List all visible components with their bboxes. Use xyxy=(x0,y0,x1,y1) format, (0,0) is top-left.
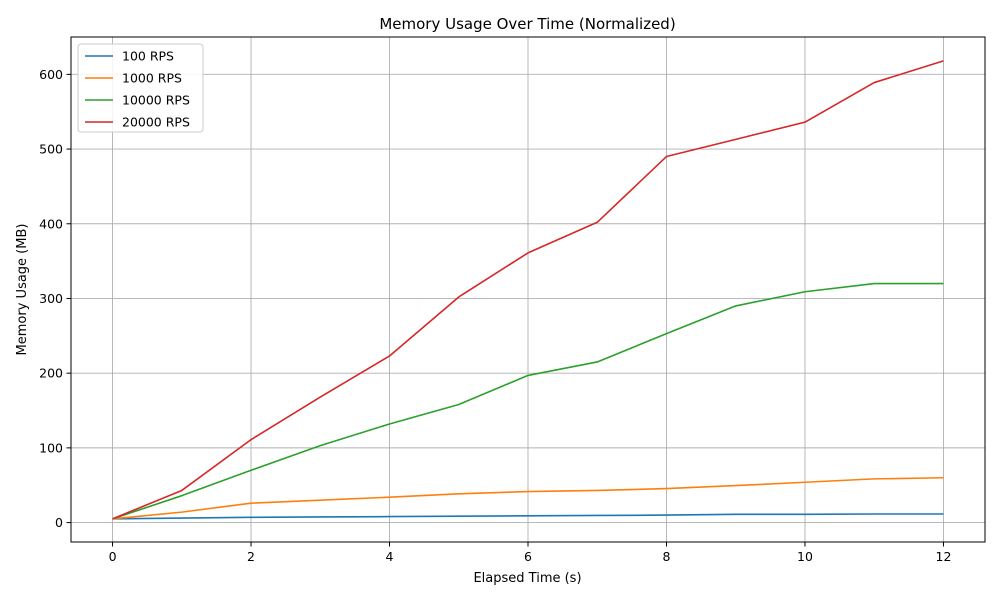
legend-label: 100 RPS xyxy=(122,49,174,64)
x-tick-label: 2 xyxy=(247,549,255,564)
y-tick-label: 400 xyxy=(39,216,63,231)
legend: 100 RPS 1000 RPS 10000 RPS 20000 RPS xyxy=(77,43,204,133)
legend-label: 10000 RPS xyxy=(122,93,190,108)
y-axis-title: Memory Usage (MB) xyxy=(15,224,30,356)
x-tick-label: 4 xyxy=(386,549,394,564)
x-axis-title: Elapsed Time (s) xyxy=(473,571,581,586)
x-tick-label: 0 xyxy=(109,549,117,564)
x-tick-label: 6 xyxy=(524,549,532,564)
x-tick-label: 12 xyxy=(936,549,952,564)
series-layer xyxy=(112,60,944,520)
x-tick-label: 8 xyxy=(663,549,671,564)
y-tick-label: 500 xyxy=(39,142,63,157)
grid-layer xyxy=(71,37,985,542)
y-tick-label: 100 xyxy=(39,440,63,455)
tick-layer: 0 2 4 6 8 10 12 0 100 200 300 400 500 600 xyxy=(39,67,951,564)
series-line-1 xyxy=(112,476,944,520)
y-tick-label: 300 xyxy=(39,291,63,306)
x-tick-label: 10 xyxy=(797,549,813,564)
chart-title: Memory Usage Over Time (Normalized) xyxy=(379,15,675,33)
legend-box xyxy=(77,43,204,133)
legend-items: 100 RPS 1000 RPS 10000 RPS 20000 RPS xyxy=(85,49,190,130)
y-tick-label: 600 xyxy=(39,67,63,82)
y-tick-label: 0 xyxy=(55,515,63,530)
legend-label: 1000 RPS xyxy=(122,71,182,86)
legend-label: 20000 RPS xyxy=(122,115,190,130)
series-line-3 xyxy=(112,60,944,520)
series-line-2 xyxy=(112,282,944,520)
y-tick-label: 200 xyxy=(39,366,63,381)
series-line-0 xyxy=(112,513,944,520)
